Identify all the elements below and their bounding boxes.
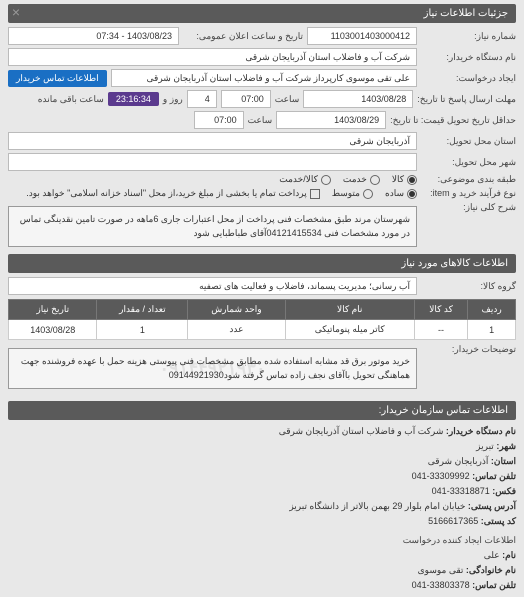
deadline-label: مهلت ارسال پاسخ تا تاریخ: xyxy=(417,94,516,105)
req-phone-value: 33803378-041 xyxy=(412,580,470,590)
description-label: شرح کلی نیاز: xyxy=(421,202,516,213)
radio-mixed-label: کالا/خدمت xyxy=(279,174,318,185)
packing-label: طبقه بندی موضوعی: xyxy=(421,174,516,185)
city-label: شهر محل تحویل: xyxy=(421,157,516,168)
countdown: 23:16:34 xyxy=(108,92,159,106)
contact-section-title: اطلاعات تماس سازمان خریدار: xyxy=(8,401,516,420)
radio-all[interactable]: کالا xyxy=(392,174,417,185)
org-label: نام دستگاه خریدار: xyxy=(446,426,516,436)
radio-all-label: کالا xyxy=(392,174,404,185)
radio-dot-icon xyxy=(407,175,417,185)
col-qty: تعداد / مقدار xyxy=(97,300,188,320)
days-label: روز و xyxy=(163,94,183,105)
col-name: نام کالا xyxy=(285,300,414,320)
need-number-label: شماره نیاز: xyxy=(421,31,516,42)
buyer-desc-label: توضیحات خریدار: xyxy=(421,344,516,355)
address-label: آدرس پستی: xyxy=(468,501,516,511)
requester-label: ایجاد درخواست: xyxy=(421,73,516,84)
col-row: ردیف xyxy=(468,300,516,320)
req-phone-label: تلفن تماس: xyxy=(472,580,516,590)
cell-code: -- xyxy=(414,320,467,340)
city-value xyxy=(8,153,417,171)
remain-label: ساعت باقی مانده xyxy=(38,94,104,105)
time-label-2: ساعت xyxy=(248,115,273,126)
cell-unit: عدد xyxy=(188,320,285,340)
need-number-value: 1103001403000412 xyxy=(307,27,417,45)
time-label-1: ساعت xyxy=(275,94,300,105)
payment-checkbox[interactable]: پرداخت تمام یا بخشی از مبلغ خرید،از محل … xyxy=(26,188,319,199)
postal-label: کد پستی: xyxy=(481,516,516,526)
col-code: کد کالا xyxy=(414,300,467,320)
radio-dot-icon xyxy=(363,189,373,199)
contact-button[interactable]: اطلاعات تماس خریدار xyxy=(8,70,107,87)
col-date: تاریخ نیاز xyxy=(9,300,97,320)
goods-table: ردیف کد کالا نام کالا واحد شمارش تعداد /… xyxy=(8,299,516,340)
group-value: آب رسانی؛ مدیریت پسماند، فاضلاب و فعالیت… xyxy=(8,277,417,295)
radio-medium[interactable]: متوسط xyxy=(332,188,373,199)
province-label: استان محل تحویل: xyxy=(421,136,516,147)
province-value: آذربایجان شرقی xyxy=(8,132,417,150)
section-title-details: جزئیات اطلاعات نیاز xyxy=(8,4,516,23)
cell-row: 1 xyxy=(468,320,516,340)
radio-simple[interactable]: ساده xyxy=(385,188,417,199)
requester-value: علی تقی موسوی کارپرداز شرکت آب و فاضلاب … xyxy=(111,69,417,87)
process-label: نوع فرآیند خرید و item: xyxy=(421,188,516,199)
contact-province-label: استان: xyxy=(491,456,516,466)
buyer-desc-box: خرید موتور برق قد مشابه استفاده شده مطاب… xyxy=(8,348,417,389)
lastname-label: نام خانوادگی: xyxy=(466,565,516,575)
announce-value: 1403/08/23 - 07:34 xyxy=(8,27,179,45)
days-count: 4 xyxy=(187,90,217,108)
fax-label: فکس: xyxy=(492,486,516,496)
cell-date: 1403/08/28 xyxy=(9,320,97,340)
org-value: شرکت آب و فاضلاب استان آذربایجان شرقی xyxy=(279,426,444,436)
fax-value: 33318871-041 xyxy=(432,486,490,496)
radio-medium-label: متوسط xyxy=(332,188,360,199)
phone-value: 33309992-041 xyxy=(412,471,470,481)
radio-dot-icon xyxy=(370,175,380,185)
phone-label: تلفن تماس: xyxy=(472,471,516,481)
delivery-date: 1403/08/29 xyxy=(276,111,386,129)
name-value: علی xyxy=(484,550,500,560)
deadline-date: 1403/08/28 xyxy=(303,90,413,108)
contact-province-value: آذربایجان شرقی xyxy=(428,456,489,466)
payment-label: پرداخت تمام یا بخشی از مبلغ خرید،از محل … xyxy=(26,188,306,199)
description-text: شهرستان مرند طبق مشخصات فنی پرداخت از مح… xyxy=(8,206,417,247)
close-icon[interactable]: × xyxy=(4,4,20,20)
cell-qty: 1 xyxy=(97,320,188,340)
radio-service-label: خدمت xyxy=(343,174,367,185)
table-row: 1 -- کاتر میله پنوماتیکی عدد 1 1403/08/2… xyxy=(9,320,516,340)
buyer-desc-text: خرید موتور برق قد مشابه استفاده شده مطاب… xyxy=(21,356,410,380)
radio-dot-icon xyxy=(321,175,331,185)
cell-name: کاتر میله پنوماتیکی xyxy=(285,320,414,340)
group-label: گروه کالا: xyxy=(421,281,516,292)
name-label: نام: xyxy=(502,550,516,560)
lastname-value: تقی موسوی xyxy=(418,565,464,575)
col-unit: واحد شمارش xyxy=(188,300,285,320)
address-value: خیابان امام بلوار 29 بهمن بالاتر از دانش… xyxy=(289,501,465,511)
radio-mixed[interactable]: کالا/خدمت xyxy=(279,174,331,185)
requester-section-title: اطلاعات ایجاد کننده درخواست xyxy=(8,535,516,546)
radio-dot-icon xyxy=(407,189,417,199)
contact-city-value: تبریز xyxy=(476,441,494,451)
postal-value: 5166617365 xyxy=(428,516,478,526)
buyer-label: نام دستگاه خریدار: xyxy=(421,52,516,63)
checkbox-icon xyxy=(310,189,320,199)
buyer-value: شرکت آب و فاضلاب استان آذربایجان شرقی xyxy=(8,48,417,66)
radio-service[interactable]: خدمت xyxy=(343,174,380,185)
deadline-time: 07:00 xyxy=(221,90,271,108)
section-title-goods: اطلاعات کالاهای مورد نیاز xyxy=(8,254,516,273)
delivery-label: حداقل تاریخ تحویل قیمت: تا تاریخ: xyxy=(390,115,516,126)
radio-simple-label: ساده xyxy=(385,188,404,199)
delivery-time: 07:00 xyxy=(194,111,244,129)
announce-label: تاریخ و ساعت اعلان عمومی: xyxy=(183,31,303,42)
contact-city-label: شهر: xyxy=(496,441,516,451)
